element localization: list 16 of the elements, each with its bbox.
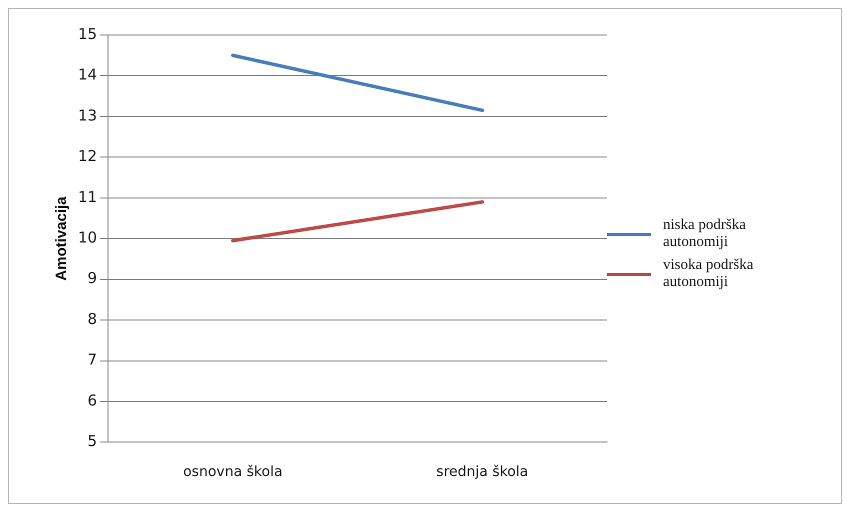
y-tick-label: 7 (88, 350, 98, 369)
y-tick-label: 10 (78, 228, 98, 246)
y-axis-title: Amotivacija (53, 196, 70, 281)
y-tick-label: 11 (78, 188, 98, 206)
y-tick-label: 13 (78, 106, 98, 124)
x-tick-label: osnovna škola (183, 464, 283, 480)
y-tick-label: 8 (88, 310, 98, 328)
y-tick-label: 15 (78, 24, 98, 43)
legend-label: visoka podrška autonomiji (663, 257, 754, 291)
y-tick-label: 14 (78, 66, 98, 84)
legend-label: niska podrška autonomiji (663, 217, 747, 251)
y-tick-label: 9 (88, 269, 98, 288)
y-tick-label: 5 (88, 432, 98, 450)
x-tick-label: srednja škola (436, 464, 528, 480)
y-tick-label: 12 (78, 147, 98, 166)
y-tick-label: 6 (88, 391, 98, 410)
